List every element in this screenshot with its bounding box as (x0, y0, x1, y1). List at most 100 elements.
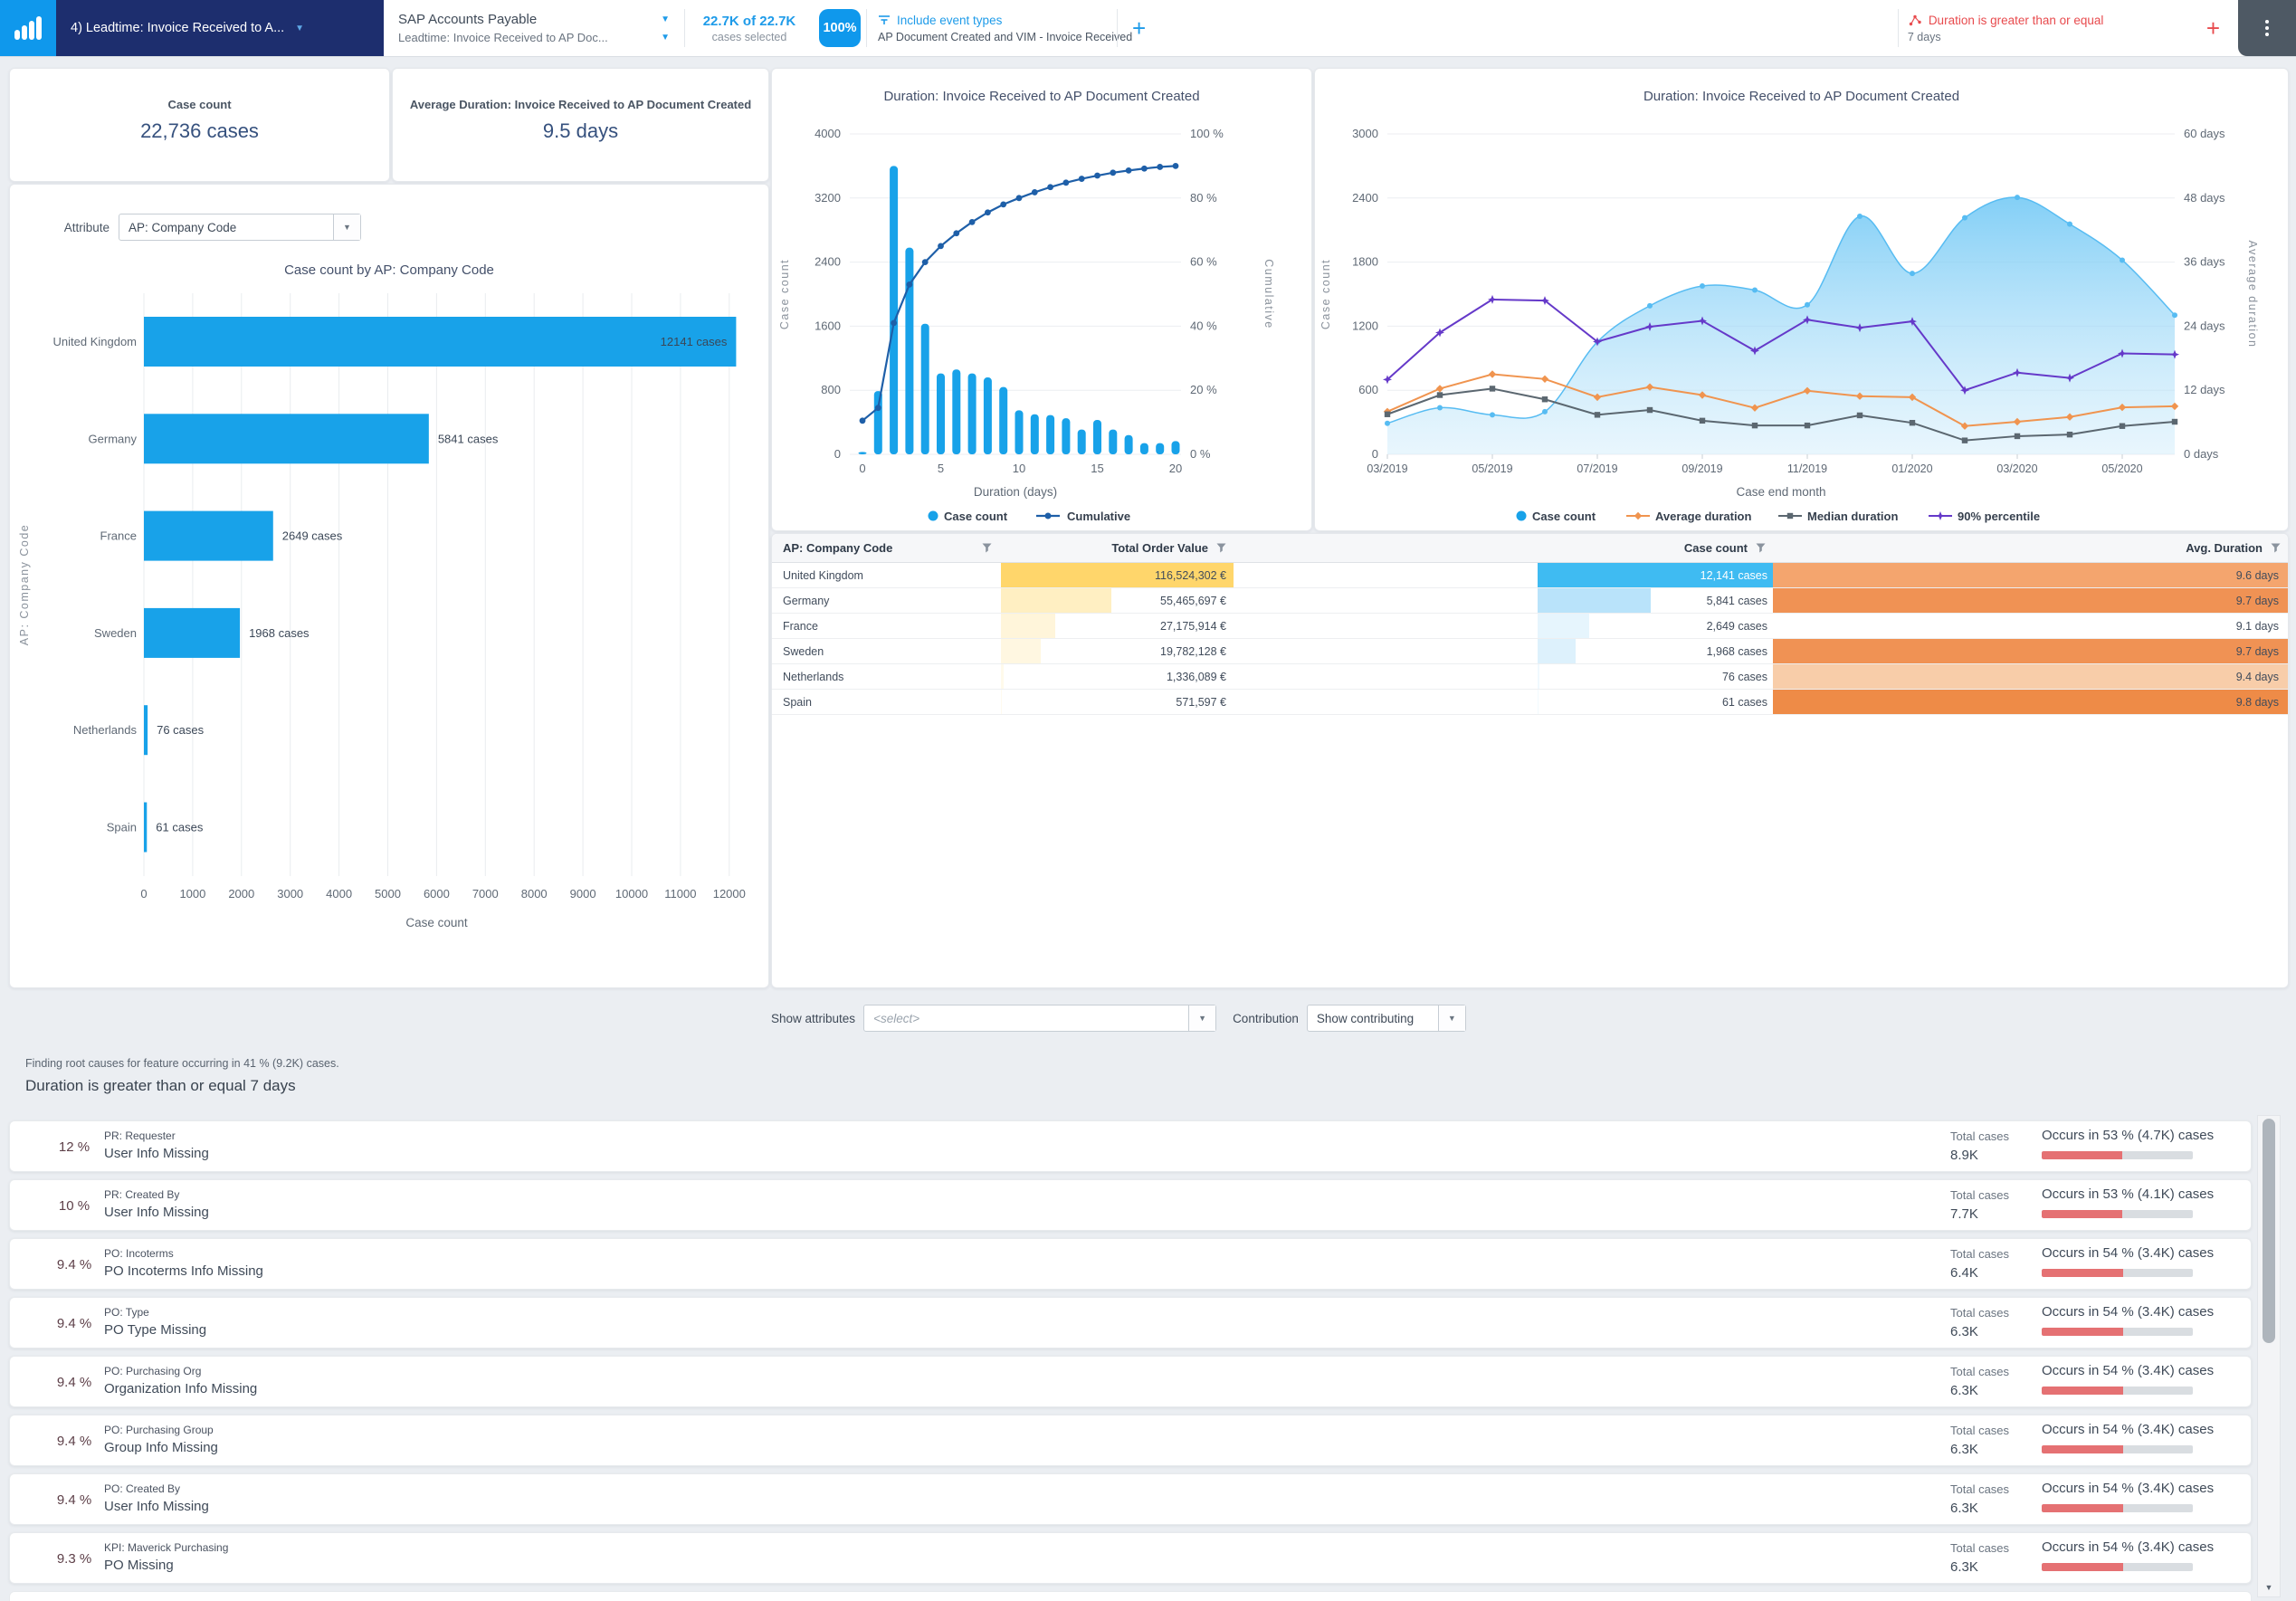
analysis-sheet-tab[interactable]: 4) Leadtime: Invoice Received to A... ▼ (56, 0, 384, 56)
case-selection-summary: 22.7K of 22.7K cases selected (685, 0, 814, 56)
root-cause-row[interactable]: 9.4 % PO: Type PO Type Missing Total cases 6… (9, 1297, 2252, 1348)
contribution-select-value: Show contributing (1316, 1011, 1415, 1025)
app-selector[interactable]: SAP Accounts Payable ▼ (398, 12, 670, 27)
app-title: SAP Accounts Payable (398, 12, 538, 27)
attribute-select-value: AP: Company Code (129, 220, 237, 234)
contribution-percent: 9.3 % (56, 1551, 92, 1567)
contribution-percent: 9.4 % (56, 1492, 92, 1508)
filter-icon[interactable] (2271, 543, 2281, 553)
svg-text:2000: 2000 (228, 887, 254, 901)
filter-icon[interactable] (1216, 543, 1226, 553)
column-header-case-count[interactable]: Case count (1234, 534, 1773, 562)
show-attributes-select[interactable]: <select> ▼ (863, 1005, 1217, 1032)
app-logo[interactable] (0, 0, 56, 56)
total-cases-label: Total cases (1950, 1365, 2010, 1378)
svg-text:4000: 4000 (326, 887, 352, 901)
root-cause-row[interactable]: 9.4 % PO: Purchasing Group Group Info Miss… (9, 1415, 2252, 1466)
chevron-down-icon: ▼ (661, 33, 670, 43)
cell-avg-duration: 9.8 days (1773, 690, 2288, 714)
svg-text:61 cases: 61 cases (156, 821, 204, 834)
table-row[interactable]: Germany 55,465,697 €5,841 cases 9.7 days (772, 588, 2288, 614)
svg-text:12 days: 12 days (2184, 383, 2225, 396)
kpi-card-avg-duration: Average Duration: Invoice Received to AP… (392, 68, 769, 182)
feature-value: PO Missing (104, 1558, 174, 1573)
occurs-text: Occurs in 54 % (3.4K) cases (2042, 1481, 2215, 1496)
total-cases-label: Total cases (1950, 1306, 2010, 1320)
contribution-percent: 9.4 % (56, 1257, 92, 1272)
svg-text:10000: 10000 (615, 887, 648, 901)
table-row[interactable]: Spain 571,597 €61 cases 9.8 days (772, 690, 2288, 715)
scrollbar-down-arrow[interactable]: ▼ (2264, 1583, 2273, 1592)
svg-text:800: 800 (821, 383, 841, 396)
occurs-text: Occurs in 54 % (3.4K) cases (2042, 1539, 2215, 1555)
attribute-select[interactable]: AP: Company Code ▼ (119, 214, 361, 241)
total-cases-value: 7.7K (1950, 1206, 1978, 1222)
contribution-percent: 9.4 % (56, 1434, 92, 1449)
occurrence-bar (2042, 1269, 2193, 1277)
order-value-bar (1001, 588, 1112, 613)
show-attributes-label: Show attributes (771, 1011, 856, 1025)
root-cause-row[interactable]: 9.4 % PO: Incoterms PO Incoterms Info Miss… (9, 1238, 2252, 1290)
total-cases-value: 6.3K (1950, 1442, 1978, 1457)
svg-text:6000: 6000 (424, 887, 450, 901)
cell-order-value: 27,175,914 € (1001, 614, 1234, 638)
svg-text:3000: 3000 (277, 887, 303, 901)
selection-percent-badge[interactable]: 100% (819, 9, 861, 47)
root-cause-row-partial[interactable] (9, 1591, 2252, 1601)
feature-value: Organization Info Missing (104, 1381, 258, 1396)
add-filter-button[interactable]: + (1132, 14, 1147, 42)
svg-text:07/2019: 07/2019 (1577, 462, 1617, 475)
total-cases-value: 6.3K (1950, 1501, 1978, 1516)
column-header-company[interactable]: AP: Company Code (772, 534, 1001, 562)
svg-text:600: 600 (1358, 383, 1378, 396)
filter-icon[interactable] (1756, 543, 1766, 553)
root-cause-filter-icon (1909, 14, 1921, 25)
column-header-avg-duration[interactable]: Avg. Duration (1773, 534, 2288, 562)
svg-text:60 %: 60 % (1190, 255, 1217, 269)
sheet-selector[interactable]: Leadtime: Invoice Received to AP Doc... … (398, 31, 670, 44)
kpi-value: 22,736 cases (140, 119, 259, 142)
event-type-filter[interactable]: Include event types AP Document Created … (867, 0, 1132, 56)
cell-company: United Kingdom (783, 568, 863, 582)
svg-text:03/2020: 03/2020 (1996, 462, 2037, 475)
svg-text:80 %: 80 % (1190, 191, 1217, 205)
company-bar-chart[interactable]: 0 1000 2000 3000 4000 5000 6000 7000 8000 9000 100… (10, 286, 768, 983)
scrollbar-thumb[interactable] (2263, 1119, 2275, 1343)
occurrence-bar (2042, 1563, 2193, 1571)
root-cause-row[interactable]: 9.4 % PO: Purchasing Org Organization Info… (9, 1356, 2252, 1407)
root-cause-row[interactable]: 9.4 % PO: Created By User Info Missing Tota… (9, 1473, 2252, 1525)
svg-text:20: 20 (1169, 462, 1182, 475)
cell-company: Spain (783, 695, 812, 709)
cell-company: Germany (783, 594, 830, 607)
table-row[interactable]: France 27,175,914 €2,649 cases 9.1 days (772, 614, 2288, 639)
duration-trend-chart[interactable]: 0 0 days 600 12 days 1200 24 days 1800 36 days 2… (1315, 109, 2288, 527)
svg-text:2400: 2400 (1352, 191, 1378, 205)
contribution-select[interactable]: Show contributing ▼ (1306, 1005, 1466, 1032)
svg-text:09/2019: 09/2019 (1682, 462, 1722, 475)
table-row[interactable]: United Kingdom 116,524,302 €12,141 cases 9… (772, 563, 2288, 588)
root-cause-row[interactable]: 9.3 % KPI: Maverick Purchasing PO Missing T… (9, 1532, 2252, 1584)
order-value-bar (1001, 563, 1234, 587)
column-header-order-value[interactable]: Total Order Value (1001, 534, 1234, 562)
root-cause-row[interactable]: 12 % PR: Requester User Info Missing Total … (9, 1120, 2252, 1172)
svg-text:2400: 2400 (815, 255, 841, 269)
kpi-value: 9.5 days (542, 119, 619, 142)
occurrence-bar-fill (2042, 1328, 2124, 1336)
more-options-tab[interactable] (2238, 0, 2296, 56)
svg-text:05/2020: 05/2020 (2101, 462, 2142, 475)
contribution-percent: 9.4 % (56, 1316, 92, 1331)
case-count-bar (1538, 588, 1652, 613)
table-row[interactable]: Sweden 19,782,128 €1,968 cases 9.7 days (772, 639, 2288, 664)
add-filter-button-secondary[interactable]: + (2205, 14, 2220, 42)
duration-pareto-chart[interactable]: 0 0 % 800 20 % 1600 40 % 2400 60 % 3200 80 % 4000 1… (772, 109, 1311, 527)
active-filter-title: Duration is greater than or equal (1928, 13, 2104, 27)
contribution-percent: 12 % (58, 1139, 91, 1155)
active-duration-filter[interactable]: Duration is greater than or equal 7 days (1899, 0, 2188, 56)
filter-icon[interactable] (982, 543, 992, 553)
table-row[interactable]: Netherlands 1,336,089 €76 cases 9.4 days (772, 664, 2288, 690)
feature-value: User Info Missing (104, 1146, 209, 1161)
sheet-title: Leadtime: Invoice Received to AP Doc... (398, 31, 608, 44)
svg-text:Germany: Germany (89, 432, 138, 445)
root-cause-row[interactable]: 10 % PR: Created By User Info Missing Total… (9, 1179, 2252, 1231)
root-cause-scrollbar[interactable]: ▼ (2257, 1115, 2281, 1597)
